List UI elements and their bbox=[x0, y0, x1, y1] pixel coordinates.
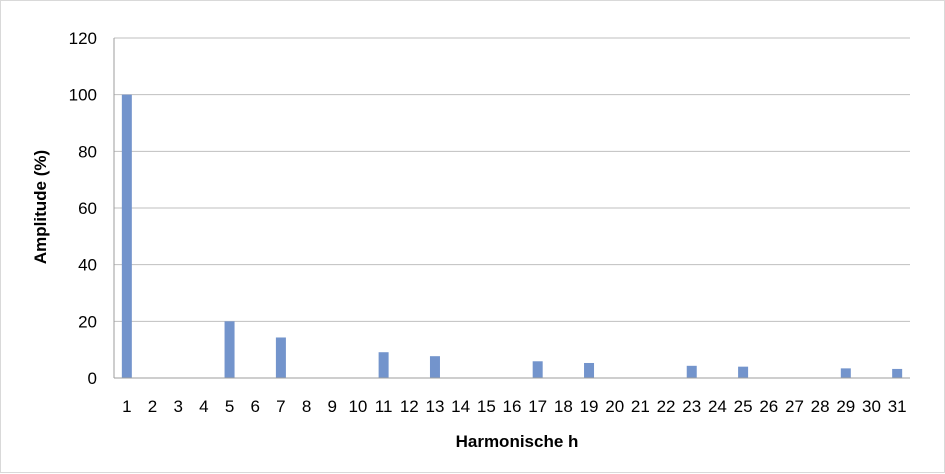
x-tick-label: 4 bbox=[199, 397, 208, 416]
x-tick-label: 11 bbox=[375, 397, 393, 416]
y-tick-label: 80 bbox=[78, 142, 97, 161]
y-tick-label: 40 bbox=[78, 256, 97, 275]
bars bbox=[121, 94, 903, 379]
x-tick-label: 29 bbox=[836, 397, 855, 416]
x-tick-label: 3 bbox=[173, 397, 182, 416]
x-tick-label: 12 bbox=[400, 397, 419, 416]
bar-h5 bbox=[224, 321, 235, 378]
x-tick-label: 9 bbox=[328, 397, 337, 416]
x-tick-label: 8 bbox=[302, 397, 311, 416]
x-tick-label: 23 bbox=[682, 397, 701, 416]
x-tick-label: 26 bbox=[759, 397, 778, 416]
bar-h29 bbox=[840, 368, 851, 378]
x-tick-labels: 1 2 3 4 5 6 7 8 9 10 11 12 13 14 15 16 17 18 19 20 21 22 23 24 2… bbox=[122, 397, 907, 416]
x-tick-label: 19 bbox=[580, 397, 599, 416]
x-tick-label: 6 bbox=[250, 397, 259, 416]
bar-h31 bbox=[892, 368, 903, 378]
x-tick-label: 21 bbox=[631, 397, 650, 416]
bar-h7 bbox=[275, 337, 286, 378]
bar-h19 bbox=[584, 362, 595, 378]
x-tick-label: 27 bbox=[785, 397, 804, 416]
x-tick-label: 15 bbox=[477, 397, 496, 416]
x-tick-label: 13 bbox=[426, 397, 445, 416]
bar-h13 bbox=[429, 356, 440, 378]
bar-h1 bbox=[121, 94, 132, 379]
x-axis-title: Harmonische h bbox=[456, 432, 579, 451]
x-tick-label: 10 bbox=[348, 397, 367, 416]
x-tick-label: 16 bbox=[503, 397, 522, 416]
x-tick-label: 5 bbox=[225, 397, 234, 416]
bar-h11 bbox=[378, 352, 389, 378]
y-tick-label: 120 bbox=[69, 29, 97, 48]
x-tick-label: 20 bbox=[605, 397, 624, 416]
y-tick-label: 0 bbox=[88, 369, 97, 388]
y-tick-label: 20 bbox=[78, 312, 97, 331]
x-tick-label: 17 bbox=[528, 397, 547, 416]
x-tick-label: 7 bbox=[276, 397, 285, 416]
grid-lines bbox=[114, 37, 910, 322]
y-tick-label: 60 bbox=[78, 199, 97, 218]
bar-h23 bbox=[686, 365, 697, 378]
x-tick-label: 1 bbox=[122, 397, 131, 416]
bar-h17 bbox=[532, 361, 543, 378]
y-tick-label: 100 bbox=[69, 86, 97, 105]
x-tick-label: 24 bbox=[708, 397, 727, 416]
x-tick-label: 2 bbox=[148, 397, 157, 416]
x-tick-label: 22 bbox=[657, 397, 676, 416]
bar-h25 bbox=[738, 366, 749, 378]
y-axis-title: Amplitude (%) bbox=[31, 150, 50, 264]
axes bbox=[113, 38, 910, 379]
y-tick-labels: 0 20 40 60 80 100 120 bbox=[69, 29, 97, 388]
x-tick-label: 31 bbox=[888, 397, 907, 416]
x-tick-label: 18 bbox=[554, 397, 573, 416]
x-tick-label: 30 bbox=[862, 397, 881, 416]
x-tick-label: 28 bbox=[811, 397, 830, 416]
x-tick-label: 25 bbox=[734, 397, 753, 416]
x-tick-label: 14 bbox=[451, 397, 470, 416]
